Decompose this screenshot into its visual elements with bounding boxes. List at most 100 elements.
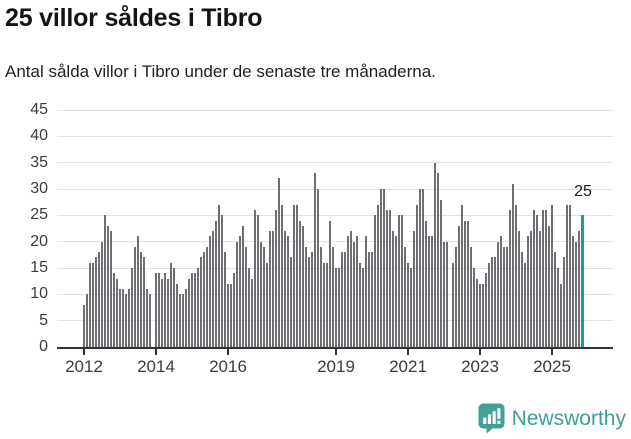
bar: [383, 189, 385, 347]
bar: [107, 225, 109, 347]
bar: [566, 204, 568, 347]
bar: [461, 204, 463, 347]
bar: [389, 210, 391, 347]
brand-name: Newsworthy: [511, 406, 626, 430]
bar: [533, 210, 535, 347]
bar: [518, 231, 520, 347]
highlighted-bar: [581, 215, 584, 347]
bar: [143, 257, 145, 347]
bar: [515, 204, 517, 347]
bar: [254, 210, 256, 347]
bar: [395, 236, 397, 347]
bar: [371, 252, 373, 347]
bar: [101, 241, 103, 347]
bar: [437, 173, 439, 347]
bar: [203, 252, 205, 347]
bar: [434, 162, 436, 347]
bar: [392, 231, 394, 347]
bar: [104, 215, 106, 347]
x-axis-label: 2023: [461, 357, 499, 376]
gridline: [57, 241, 613, 243]
bar: [179, 294, 181, 347]
bar: [359, 262, 361, 347]
bar: [122, 289, 124, 347]
brand-footer: Newsworthy: [478, 403, 626, 434]
bar: [257, 215, 259, 347]
bar: [161, 278, 163, 347]
bar: [242, 225, 244, 347]
bar: [137, 236, 139, 347]
bar: [167, 278, 169, 347]
bar: [560, 283, 562, 347]
bar: [293, 204, 295, 347]
bar: [512, 183, 514, 347]
bar: [413, 231, 415, 347]
bar: [191, 273, 193, 347]
bar: [215, 220, 217, 347]
bar: [329, 220, 331, 347]
bar: [458, 225, 460, 347]
bar: [119, 289, 121, 347]
bar: [365, 236, 367, 347]
bar: [464, 220, 466, 347]
bar: [323, 262, 325, 347]
bar: [227, 283, 229, 347]
chart-subtitle: Antal sålda villor i Tibro under de sena…: [5, 62, 436, 81]
bar: [155, 273, 157, 347]
x-axis-tick: [551, 349, 553, 355]
bar: [539, 231, 541, 347]
bar: [527, 236, 529, 347]
bar: [245, 246, 247, 347]
bar: [335, 268, 337, 347]
gridline: [57, 135, 613, 137]
gridline: [57, 188, 613, 190]
bar: [452, 262, 454, 347]
gridline: [57, 214, 613, 216]
bar: [347, 236, 349, 347]
newsworthy-logo-icon: [478, 403, 505, 434]
bar: [212, 231, 214, 347]
bar: [170, 262, 172, 347]
bar: [188, 278, 190, 347]
bar: [218, 204, 220, 347]
bar: [236, 241, 238, 347]
bar: [410, 268, 412, 347]
bar: [317, 189, 319, 347]
bar: [551, 204, 553, 347]
bar: [362, 268, 364, 347]
bar: [425, 220, 427, 347]
bar: [149, 294, 151, 347]
bar: [350, 231, 352, 347]
bar: [305, 246, 307, 347]
bar: [269, 231, 271, 347]
bar: [401, 215, 403, 347]
bar: [485, 273, 487, 347]
page-title: 25 villor såldes i Tibro: [5, 4, 263, 32]
bar: [83, 304, 85, 347]
bar: [497, 241, 499, 347]
bar: [380, 189, 382, 347]
bar: [428, 236, 430, 347]
y-axis-label: 20: [30, 232, 48, 250]
bar: [110, 231, 112, 347]
last-bar-value-label: 25: [574, 183, 592, 200]
bar: [200, 257, 202, 347]
bar: [476, 278, 478, 347]
bar: [197, 268, 199, 347]
bar: [422, 189, 424, 347]
bar: [263, 246, 265, 347]
bar: [206, 246, 208, 347]
x-axis-label: 2014: [137, 357, 175, 376]
bar: [239, 236, 241, 347]
x-axis-label: 2019: [317, 357, 355, 376]
bar: [545, 210, 547, 347]
bar: [398, 215, 400, 347]
bar: [446, 241, 448, 347]
bar: [455, 246, 457, 347]
bar: [503, 246, 505, 347]
bar: [278, 178, 280, 347]
bar: [542, 210, 544, 347]
y-axis-label: 40: [30, 127, 48, 145]
x-axis-tick: [227, 349, 229, 355]
bar: [470, 246, 472, 347]
